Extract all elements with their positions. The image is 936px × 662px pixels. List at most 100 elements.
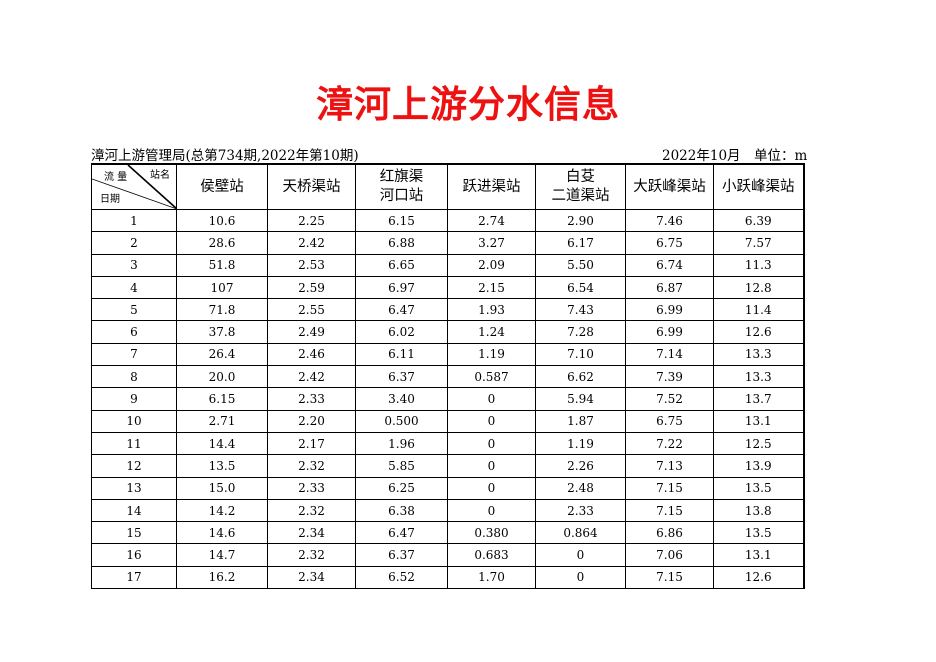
table-row: 15 14.6 2.34 6.47 0.380 0.864 6.86 13.5 [91,521,804,545]
station-header: 跃进渠站 [447,163,536,210]
flow-cell: 2.33 [267,387,356,411]
table-row: 4 107 2.59 6.97 2.15 6.54 6.87 12.8 [91,275,804,300]
flow-cell: 0.380 [447,521,536,545]
date-cell: 8 [91,365,177,389]
flow-cell: 6.87 [625,275,714,300]
table-row: 10 2.71 2.20 0.500 0 1.87 6.75 13.1 [91,409,804,433]
flow-cell: 0 [535,543,626,567]
date-cell: 17 [91,565,177,590]
flow-cell: 7.10 [535,342,626,367]
flow-cell: 7.43 [535,298,626,322]
flow-cell: 0 [447,476,536,500]
flow-cell: 0 [447,409,536,433]
flow-cell: 6.62 [535,365,626,389]
date-cell: 13 [91,476,177,500]
corner-flow-label: 流 量 [104,172,128,183]
flow-cell: 14.6 [176,521,268,545]
date-cell: 3 [91,253,177,277]
flow-cell: 6.97 [355,275,448,300]
flow-cell: 13.1 [713,409,804,433]
station-header: 天桥渠站 [267,163,356,210]
flow-cell: 6.52 [355,565,448,590]
flow-cell: 2.59 [267,275,356,300]
flow-cell: 28.6 [176,231,268,255]
flow-cell: 6.17 [535,231,626,255]
flow-cell: 15.0 [176,476,268,500]
date-cell: 12 [91,454,177,478]
flow-cell: 2.32 [267,454,356,478]
flow-cell: 6.74 [625,253,714,277]
table-row: 14 14.2 2.32 6.38 0 2.33 7.15 13.8 [91,498,804,523]
table-row: 11 14.4 2.17 1.96 0 1.19 7.22 12.5 [91,431,804,456]
date-and-unit: 2022年10月 单位：m³/s [662,148,808,164]
table-row: 13 15.0 2.33 6.25 0 2.48 7.15 13.5 [91,476,804,500]
flow-cell: 6.39 [713,208,804,233]
flow-cell: 7.46 [625,208,714,233]
flow-cell: 7.28 [535,320,626,344]
flow-cell: 1.70 [447,565,536,590]
table-row: 8 20.0 2.42 6.37 0.587 6.62 7.39 13.3 [91,365,804,389]
flow-cell: 12.8 [713,275,804,300]
flow-cell: 0 [447,498,536,523]
table-row: 12 13.5 2.32 5.85 0 2.26 7.13 13.9 [91,454,804,478]
station-header: 大跃峰渠站 [625,163,714,210]
date-cell: 15 [91,521,177,545]
table-row: 16 14.7 2.32 6.37 0.683 0 7.06 13.1 [91,543,804,567]
flow-cell: 13.3 [713,342,804,367]
flow-cell: 2.42 [267,231,356,255]
date-cell: 14 [91,498,177,523]
flow-cell: 12.6 [713,565,804,590]
flow-cell: 2.55 [267,298,356,322]
flow-cell: 6.75 [625,409,714,433]
corner-station-label: 站名 [150,170,170,181]
flow-cell: 2.32 [267,543,356,567]
flow-cell: 6.47 [355,298,448,322]
flow-cell: 2.09 [447,253,536,277]
flow-cell: 1.19 [535,431,626,456]
flow-cell: 6.88 [355,231,448,255]
table-row: 9 6.15 2.33 3.40 0 5.94 7.52 13.7 [91,387,804,411]
date-cell: 5 [91,298,177,322]
flow-cell: 7.13 [625,454,714,478]
flow-cell: 6.47 [355,521,448,545]
flow-cell: 0.683 [447,543,536,567]
flow-cell: 2.33 [535,498,626,523]
flow-cell: 1.24 [447,320,536,344]
diagonal-lines [92,165,177,209]
flow-cell: 16.2 [176,565,268,590]
flow-cell: 5.85 [355,454,448,478]
date-cell: 11 [91,431,177,456]
flow-cell: 14.7 [176,543,268,567]
flow-cell: 2.25 [267,208,356,233]
flow-cell: 2.74 [447,208,536,233]
flow-cell: 51.8 [176,253,268,277]
flow-cell: 13.5 [713,476,804,500]
corner-header-cell: 站名 流 量 日期 [91,163,177,210]
flow-cell: 71.8 [176,298,268,322]
flow-cell: 7.15 [625,565,714,590]
flow-cell: 7.14 [625,342,714,367]
flow-cell: 6.86 [625,521,714,545]
date-cell: 10 [91,409,177,433]
water-distribution-table: 站名 流 量 日期 侯壁站 天桥渠站 红旗渠 河口站 跃进渠站 白芟 二道渠站 大跃峰渠站… [91,163,805,590]
date-cell: 4 [91,275,177,300]
flow-cell: 13.1 [713,543,804,567]
flow-cell: 12.5 [713,431,804,456]
flow-cell: 7.06 [625,543,714,567]
flow-cell: 6.37 [355,365,448,389]
flow-cell: 3.27 [447,231,536,255]
flow-cell: 26.4 [176,342,268,367]
flow-cell: 0 [447,387,536,411]
flow-cell: 5.94 [535,387,626,411]
flow-cell: 6.11 [355,342,448,367]
table-row: 17 16.2 2.34 6.52 1.70 0 7.15 12.6 [91,565,804,590]
flow-cell: 1.19 [447,342,536,367]
flow-cell: 0.500 [355,409,448,433]
flow-cell: 2.33 [267,476,356,500]
flow-cell: 1.93 [447,298,536,322]
flow-cell: 0.864 [535,521,626,545]
flow-cell: 2.34 [267,521,356,545]
flow-cell: 14.4 [176,431,268,456]
flow-cell: 2.17 [267,431,356,456]
date-cell: 2 [91,231,177,255]
